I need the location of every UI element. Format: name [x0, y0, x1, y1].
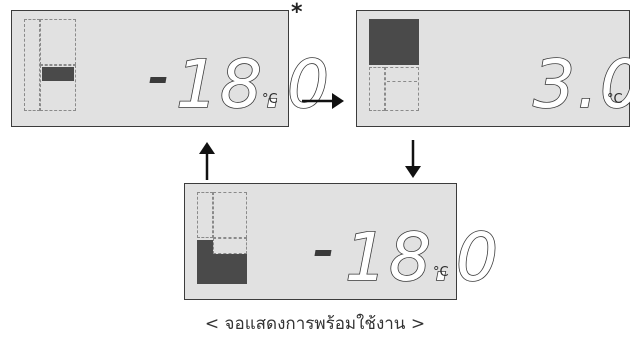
- caption: < จอแสดงการพร้อมใช้งาน >: [204, 314, 426, 334]
- temperature-digits: 3.0: [532, 45, 630, 124]
- segment-bar-outline: [197, 192, 213, 238]
- segment-bar-outline: [385, 67, 419, 111]
- lcd-display-left: 18.0 °C: [11, 10, 330, 127]
- compartment-indicator-filled: [197, 240, 213, 284]
- segment-bar-outline: [40, 19, 76, 65]
- compartment-indicator-filled: [385, 19, 419, 65]
- temperature-digits: 18.0: [175, 45, 330, 124]
- segment-divider: [387, 81, 417, 82]
- segment-bar-outline: [24, 19, 40, 111]
- segment-bar-outline: [213, 192, 247, 238]
- minus-sign: [149, 77, 167, 83]
- svg-text:18.0: 18.0: [176, 46, 331, 123]
- celsius-unit: °C: [262, 92, 278, 107]
- arrow-up-icon: [199, 142, 215, 180]
- compartment-indicator-filled: [213, 254, 247, 284]
- svg-text:18.0: 18.0: [345, 219, 500, 296]
- celsius-unit: °C: [433, 265, 449, 280]
- segment-bar-outline: [213, 238, 247, 254]
- minus-sign: [314, 250, 332, 256]
- segment-bar-outline: [369, 67, 385, 111]
- lcd-display-bottom: 18.0 °C: [184, 183, 499, 300]
- temperature-digits: 18.0: [344, 218, 499, 297]
- compartment-indicator-filled: [42, 67, 74, 81]
- celsius-unit: °C: [607, 92, 623, 107]
- compartment-indicator-filled: [369, 19, 385, 65]
- lcd-display-right: 3.0 °C: [356, 10, 630, 127]
- segment-bar-outline: [40, 65, 76, 111]
- svg-text:3.0: 3.0: [533, 46, 630, 123]
- arrow-down-icon: [405, 140, 421, 178]
- arrow-right-icon: [302, 93, 344, 109]
- asterisk-mark: *: [291, 0, 303, 25]
